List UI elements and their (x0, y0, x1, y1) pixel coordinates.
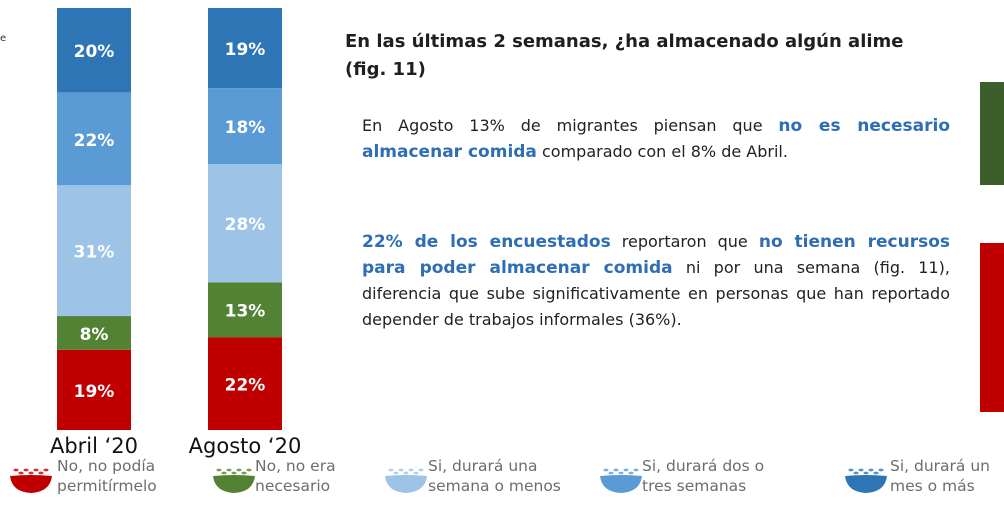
legend-grain (246, 469, 251, 472)
legend-grain (18, 472, 23, 475)
legend-grain (23, 469, 28, 472)
emphasis-text: 22% de los encuestados (362, 232, 611, 252)
legend-grain (241, 472, 246, 475)
value-label: 22% (74, 131, 115, 151)
legend-label: Si, durará dos o tres semanas (642, 456, 772, 496)
legend-label: Si, durará una semana o menos (428, 456, 568, 496)
legend-bowl (385, 475, 427, 493)
side-panel-red (980, 243, 1004, 412)
legend-bowl (600, 475, 642, 493)
legend-grain (403, 472, 408, 475)
legend-grain (388, 469, 393, 472)
legend-icon (213, 469, 255, 493)
legend-grain (221, 472, 226, 475)
title-line: (fig. 11) (345, 59, 426, 80)
legend-grain (608, 472, 613, 475)
legend-grain (633, 469, 638, 472)
legend-grain (878, 469, 883, 472)
legend-grain (43, 469, 48, 472)
legend-grain (618, 472, 623, 475)
legend-icon (10, 469, 52, 493)
legend-grain (873, 472, 878, 475)
value-label: 19% (74, 382, 115, 402)
legend-grain (13, 469, 18, 472)
body-text: En Agosto 13% de migrantes piensan que (362, 116, 778, 135)
legend-grain (38, 472, 43, 475)
legend-label: Si, durará un mes o más (890, 456, 1004, 496)
legend-grain (236, 469, 241, 472)
legend-grain (33, 469, 38, 472)
legend-grain (231, 472, 236, 475)
legend-grain (853, 472, 858, 475)
value-label: 19% (225, 40, 266, 60)
legend-grain (868, 469, 873, 472)
legend-grain (413, 472, 418, 475)
legend-bowl (213, 475, 255, 493)
legend-icon (600, 469, 642, 493)
panel-title: En las últimas 2 semanas, ¿ha almacenado… (345, 28, 1004, 84)
body-text: reportaron que (611, 232, 759, 251)
legend-grain (623, 469, 628, 472)
paragraph: 22% de los encuestados reportaron que no… (362, 229, 950, 333)
value-label: 22% (225, 376, 266, 396)
value-label: 13% (225, 302, 266, 322)
legend-label: No, no podía permitírmelo (57, 456, 177, 496)
legend-grain (398, 469, 403, 472)
legend-bowl (845, 475, 887, 493)
value-label: 31% (74, 243, 115, 263)
legend-grain (848, 469, 853, 472)
value-label: 18% (225, 118, 266, 138)
legend-icon (845, 469, 887, 493)
legend-grain (603, 469, 608, 472)
legend-grain (863, 472, 868, 475)
legend-grain (418, 469, 423, 472)
page: e 19% 8% 31% 22% 20% Abril ‘20 22% 13% 28% 18% 19%… (0, 0, 1004, 525)
legend-grain (28, 472, 33, 475)
left-fragment: e (0, 33, 6, 44)
legend-bowl (10, 475, 52, 493)
legend-grain (408, 469, 413, 472)
legend-label: No, no era necesario (255, 456, 355, 496)
legend-grain (628, 472, 633, 475)
legend-grain (858, 469, 863, 472)
paragraph: En Agosto 13% de migrantes piensan que n… (362, 113, 950, 165)
value-label: 20% (74, 42, 115, 62)
body-text: comparado con el 8% de Abril. (537, 142, 788, 161)
value-label: 28% (225, 215, 266, 235)
side-panel-green (980, 82, 1004, 185)
legend-grain (393, 472, 398, 475)
value-label: 8% (80, 325, 109, 345)
legend-grain (613, 469, 618, 472)
category-label: Agosto ‘20 (189, 434, 302, 458)
title-line: En las últimas 2 semanas, ¿ha almacenado… (345, 31, 904, 52)
legend-icon (385, 469, 427, 493)
legend-grain (226, 469, 231, 472)
category-label: Abril ‘20 (50, 434, 138, 458)
legend-grain (216, 469, 221, 472)
